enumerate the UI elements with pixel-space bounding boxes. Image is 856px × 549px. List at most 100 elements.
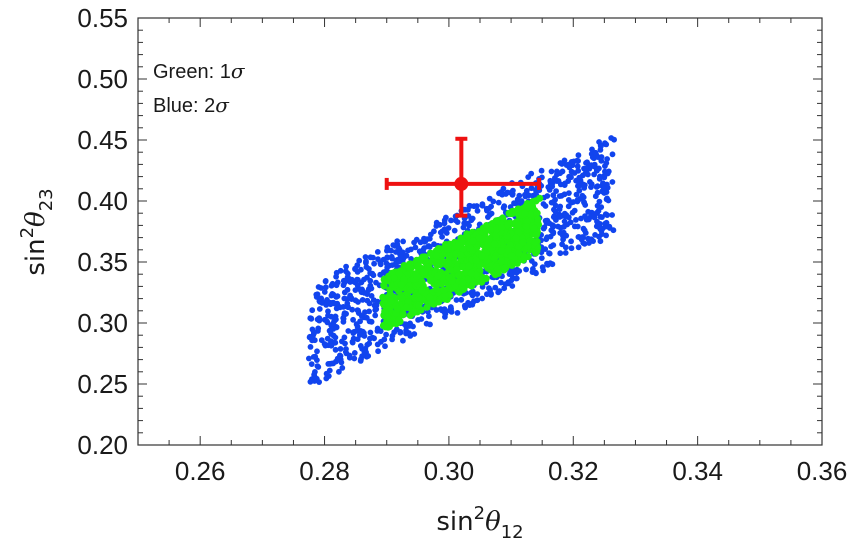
blue-point bbox=[333, 269, 340, 276]
blue-point bbox=[538, 167, 545, 174]
green-point bbox=[512, 234, 520, 242]
blue-point bbox=[591, 214, 598, 221]
blue-point bbox=[337, 352, 343, 359]
green-point bbox=[465, 262, 473, 270]
green-point bbox=[456, 251, 465, 259]
blue-point bbox=[388, 247, 394, 254]
green-point bbox=[454, 271, 463, 280]
blue-point bbox=[357, 286, 363, 293]
blue-point bbox=[332, 346, 339, 353]
blue-point bbox=[384, 254, 391, 261]
blue-point bbox=[551, 213, 558, 220]
green-point bbox=[420, 253, 428, 261]
blue-point bbox=[538, 255, 545, 261]
blue-point bbox=[508, 271, 515, 278]
blue-point bbox=[549, 183, 556, 190]
green-point bbox=[455, 241, 463, 249]
green-point bbox=[423, 303, 431, 311]
blue-point bbox=[374, 249, 381, 255]
blue-point bbox=[325, 308, 331, 315]
blue-point bbox=[555, 178, 562, 184]
green-point bbox=[432, 252, 440, 260]
legend: Green: 1σ Blue: 2σ bbox=[153, 59, 246, 117]
x-tick-label: 0.32 bbox=[548, 456, 599, 486]
blue-point bbox=[441, 220, 448, 227]
green-point bbox=[434, 272, 442, 280]
blue-point bbox=[388, 253, 395, 260]
green-point bbox=[440, 286, 448, 294]
blue-point bbox=[354, 336, 361, 343]
blue-point bbox=[502, 281, 509, 287]
green-point bbox=[514, 221, 522, 229]
green-point bbox=[522, 222, 531, 231]
blue-point bbox=[400, 238, 406, 245]
green-point bbox=[530, 224, 538, 232]
green-point bbox=[499, 214, 507, 222]
blue-point bbox=[351, 328, 358, 335]
blue-point bbox=[332, 313, 339, 320]
green-point bbox=[395, 270, 403, 278]
blue-point bbox=[540, 201, 547, 207]
blue-point bbox=[556, 213, 563, 220]
blue-point bbox=[498, 279, 504, 286]
green-point bbox=[459, 286, 467, 294]
blue-point bbox=[574, 163, 581, 170]
blue-point bbox=[453, 297, 460, 303]
green-point bbox=[468, 282, 476, 290]
blue-point bbox=[313, 291, 320, 298]
blue-point bbox=[368, 318, 375, 325]
blue-point bbox=[367, 329, 374, 336]
blue-point bbox=[361, 276, 367, 283]
y-tick-label: 0.30 bbox=[77, 308, 128, 338]
blue-point bbox=[594, 209, 600, 216]
green-point bbox=[513, 259, 521, 267]
blue-point bbox=[357, 318, 363, 325]
blue-point bbox=[609, 151, 616, 158]
green-point bbox=[501, 264, 509, 272]
blue-point bbox=[323, 370, 330, 377]
blue-point bbox=[322, 278, 329, 285]
blue-point bbox=[343, 263, 349, 270]
blue-point bbox=[365, 353, 372, 359]
blue-point bbox=[311, 329, 317, 336]
green-point bbox=[498, 224, 506, 232]
blue-point bbox=[354, 307, 361, 314]
blue-point bbox=[375, 348, 381, 355]
blue-point bbox=[314, 348, 320, 355]
blue-point bbox=[554, 171, 560, 178]
blue-point bbox=[575, 167, 582, 174]
blue-point bbox=[431, 241, 437, 248]
blue-point bbox=[540, 225, 547, 232]
blue-point bbox=[488, 210, 495, 217]
green-point bbox=[406, 286, 415, 294]
blue-point bbox=[368, 293, 375, 299]
blue-point bbox=[322, 284, 329, 291]
blue-point bbox=[427, 231, 434, 238]
green-point bbox=[385, 323, 393, 331]
blue-point bbox=[336, 303, 342, 310]
blue-point bbox=[355, 299, 361, 305]
blue-point bbox=[442, 314, 448, 320]
blue-point bbox=[573, 191, 580, 198]
blue-point bbox=[540, 267, 547, 274]
blue-point bbox=[609, 212, 615, 218]
x-tick-label: 0.36 bbox=[797, 456, 848, 486]
green-point bbox=[390, 274, 398, 282]
green-point bbox=[433, 259, 441, 267]
blue-point bbox=[337, 346, 344, 352]
green-point bbox=[531, 239, 539, 247]
blue-point bbox=[528, 258, 535, 264]
blue-point bbox=[421, 245, 428, 251]
blue-point bbox=[603, 219, 610, 226]
blue-point bbox=[358, 356, 364, 363]
blue-point bbox=[592, 149, 599, 156]
blue-point bbox=[582, 230, 589, 236]
blue-point bbox=[374, 341, 381, 348]
green-point bbox=[533, 209, 541, 217]
blue-point bbox=[355, 276, 361, 283]
blue-point bbox=[448, 309, 455, 315]
green-point bbox=[463, 231, 471, 239]
green-point bbox=[383, 313, 391, 321]
blue-point bbox=[575, 158, 581, 164]
blue-point bbox=[427, 321, 433, 328]
